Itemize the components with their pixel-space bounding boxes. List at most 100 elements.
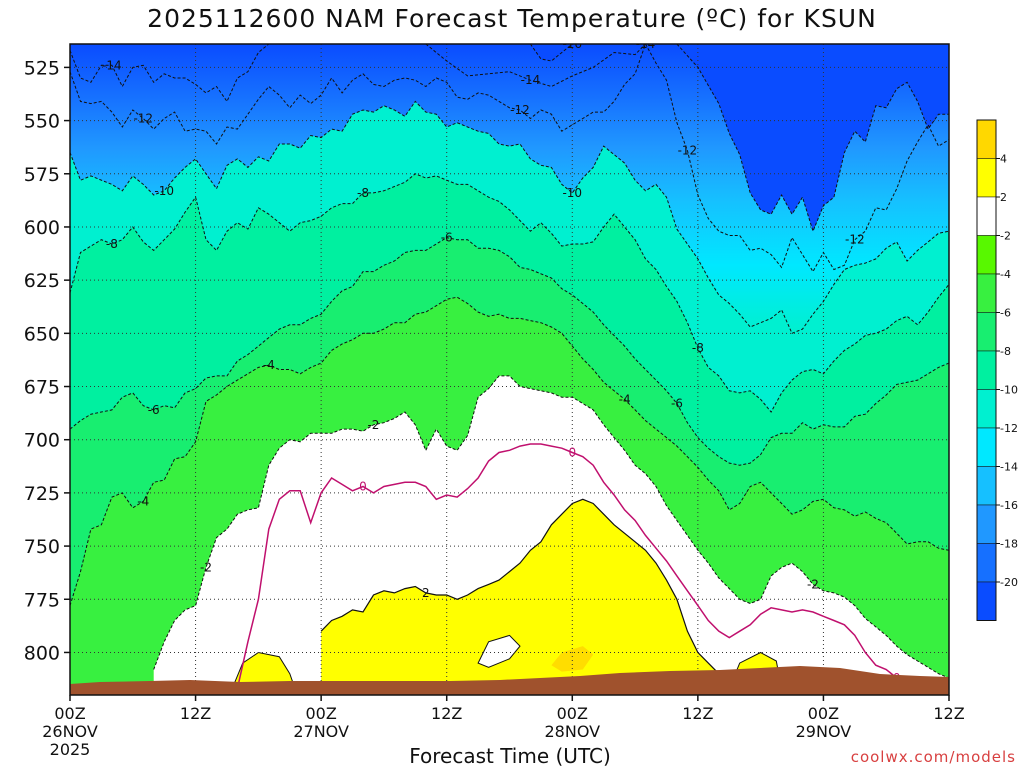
x-axis-label: Forecast Time (UTC) (409, 744, 611, 768)
contour-line--10 (70, 100, 949, 334)
x-tick-label: 00Z (54, 704, 85, 723)
x-tick-label: 00Z (808, 704, 839, 723)
x-tick-label: 00Z (305, 704, 336, 723)
x-tick-label: 00Z (557, 704, 588, 723)
y-tick-label: 650 (24, 323, 60, 345)
colorbar-swatch (976, 158, 997, 198)
colorbar-label: -4 (1000, 268, 1011, 281)
contour-line--8 (70, 173, 949, 413)
y-tick-label: 750 (24, 536, 60, 558)
contour-label: -8 (692, 341, 704, 355)
contour-label: -6 (148, 403, 160, 417)
contour-label: -4 (619, 392, 631, 406)
fill-above-16-0 (530, 44, 573, 61)
colorbar-label: -8 (1000, 345, 1011, 358)
contour-label: -12 (510, 103, 530, 117)
contour-line-2 (320, 498, 730, 685)
contour-label: -14 (636, 37, 656, 51)
contour-label: -12 (678, 143, 698, 157)
colorbar-swatch (976, 389, 997, 429)
colorbar-label: -18 (1000, 538, 1018, 551)
plot-frame (69, 43, 950, 696)
contour-label: -10 (154, 184, 174, 198)
colorbar-swatch (976, 273, 997, 313)
colorbar-swatch (976, 581, 997, 621)
colorbar-swatch (976, 427, 997, 467)
colorbar-frame (976, 119, 997, 621)
colorbar-label: -2 (1000, 230, 1011, 243)
contour-label: -14 (521, 73, 541, 87)
contour-label: 2 (422, 586, 430, 600)
colorbar-swatch (976, 350, 997, 390)
colorbar-swatch (976, 312, 997, 352)
x-tick-label: 12Z (431, 704, 462, 723)
contour-line--16 (676, 44, 949, 233)
contour-label: 0 (359, 480, 367, 494)
contour-line--6 (70, 237, 949, 466)
contour-label: -4 (263, 358, 275, 372)
contour-lines (70, 44, 949, 689)
contour-label: -4 (137, 494, 149, 508)
y-tick-label: 600 (24, 217, 60, 239)
colorbar-swatch (976, 235, 997, 275)
terrain-ground (70, 666, 949, 695)
contour-line--12 (70, 44, 646, 145)
x-tick-label: 12Z (682, 704, 713, 723)
contour-line--16 (529, 44, 573, 62)
colorbar-label: -14 (1000, 461, 1018, 474)
colorbar-label: -20 (1000, 576, 1018, 589)
contour-line--14 (70, 44, 270, 103)
x-tick-label: 12Z (180, 704, 211, 723)
colorbar-swatch (976, 466, 997, 506)
colorbar-label: 2 (1000, 191, 1007, 204)
x-tick-label: 2025 (50, 740, 91, 759)
y-tick-label: 575 (24, 164, 60, 186)
colorbar-label: -16 (1000, 499, 1018, 512)
gridlines (70, 44, 949, 695)
contour-label: -2 (807, 577, 819, 591)
contour-label: -10 (562, 186, 582, 200)
x-tick-label: 29NOV (796, 722, 852, 741)
colorbar-swatch (976, 543, 997, 583)
contour-label: -8 (106, 237, 118, 251)
y-tick-label: 675 (24, 377, 60, 399)
y-tick-label: 550 (24, 111, 60, 133)
contour-line--2 (153, 375, 949, 679)
cool-pocket (477, 634, 521, 668)
contour-label: -12 (845, 233, 865, 247)
x-tick-label: 27NOV (293, 722, 349, 741)
y-tick-label: 625 (24, 270, 60, 292)
y-axis: 525 550 575 600 625 650 675 700 725 750 775 800 (24, 57, 70, 664)
colorbar-swatch (976, 504, 997, 544)
temperature-fills (70, 44, 949, 695)
colorbar-label: -6 (1000, 307, 1011, 320)
colorbar-label: 4 (1000, 153, 1007, 166)
colorbar: 4 2 -2 -4 -6 -8 -10 -12 -14 -16 -18 -20 (976, 119, 1018, 621)
contour-labels: -16 -14 -14 -14 -12 -12 -12 -12 -10 -10 -8 -8 -8 -6 -6… (102, 37, 900, 685)
contour-label: -2 (367, 418, 379, 432)
colorbar-label: -10 (1000, 384, 1018, 397)
y-tick-label: 800 (24, 642, 60, 664)
x-tick-label: 26NOV (42, 722, 98, 741)
x-tick-label: 12Z (933, 704, 964, 723)
contour-label: -14 (102, 58, 122, 72)
fill-above-16-1 (676, 44, 949, 232)
credit-link[interactable]: coolwx.com/models (850, 748, 1016, 766)
colorbar-swatch (976, 196, 997, 236)
fill-yellow-region (321, 499, 730, 695)
colorbar-swatch (976, 119, 997, 159)
contour-label: -8 (357, 186, 369, 200)
contour-label: -6 (671, 397, 683, 411)
contour-label: -12 (133, 111, 153, 125)
y-tick-label: 700 (24, 430, 60, 452)
x-tick-label: 28NOV (544, 722, 600, 741)
contour-line-0 (236, 443, 898, 689)
contour-label: -6 (441, 231, 453, 245)
contour-line--4 (70, 296, 949, 606)
y-tick-label: 775 (24, 589, 60, 611)
contour-label: -16 (562, 37, 582, 51)
y-tick-label: 525 (24, 57, 60, 79)
contour-label: 0 (568, 445, 576, 459)
